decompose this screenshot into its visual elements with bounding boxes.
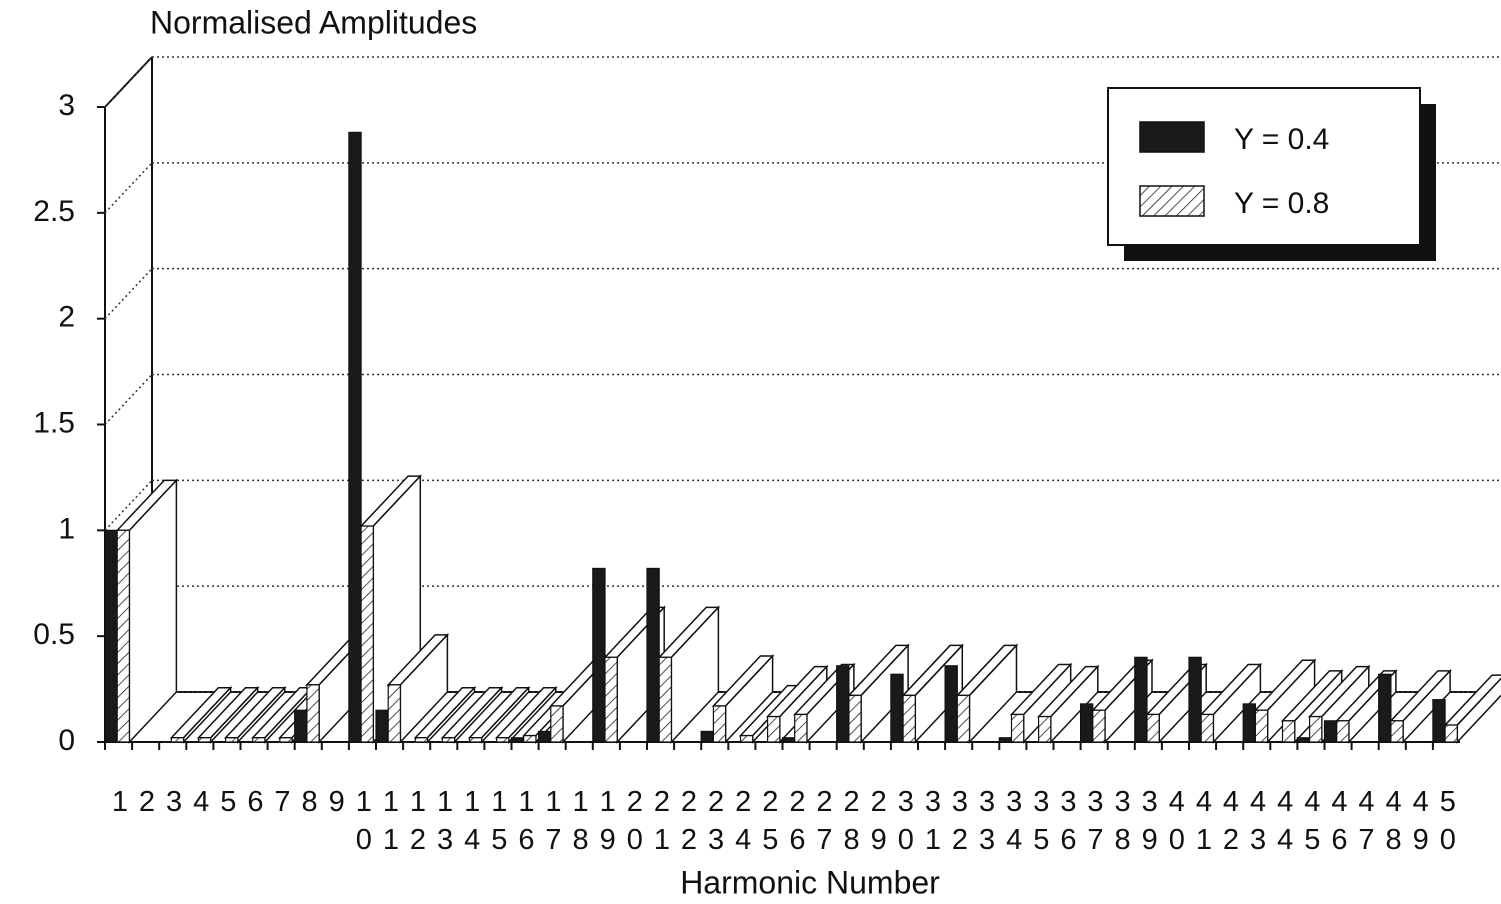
legend-label: Y = 0.8 [1234, 187, 1329, 220]
bar [783, 738, 795, 742]
bar [198, 738, 210, 742]
bar [647, 568, 659, 742]
bar [795, 714, 807, 742]
legend-swatch [1140, 186, 1204, 216]
chart: Normalised Amplitudes Harmonic Number 0 0… [0, 0, 1501, 904]
y-tick-label: 2 [58, 301, 75, 334]
bar [539, 731, 551, 742]
y-tick-label: 0.5 [33, 618, 75, 651]
bar-depth-layer [117, 476, 1501, 742]
bar [376, 710, 388, 742]
bar [1337, 721, 1349, 742]
y-tick-label: 1 [58, 512, 75, 545]
bar [740, 736, 752, 742]
bar [659, 657, 671, 742]
bar [442, 738, 454, 742]
bar [849, 695, 861, 742]
bar [1243, 704, 1255, 742]
bar [593, 568, 605, 742]
bar [1379, 674, 1391, 742]
grid-line [105, 375, 152, 425]
bar [105, 530, 117, 742]
bar [768, 717, 780, 742]
bar [171, 738, 183, 742]
bar [945, 666, 957, 742]
bar [1135, 657, 1147, 742]
bar [524, 736, 536, 742]
bar [415, 738, 427, 742]
bar [551, 706, 563, 742]
bar [891, 674, 903, 742]
legend-box [1108, 88, 1420, 245]
bar [1011, 714, 1023, 742]
bar [1282, 721, 1294, 742]
y-tick-label: 0 [58, 724, 75, 757]
bar [497, 738, 509, 742]
bar [1093, 710, 1105, 742]
bar [512, 738, 524, 742]
bar [701, 731, 713, 742]
bar [349, 132, 361, 742]
bar [903, 695, 915, 742]
bar [837, 666, 849, 742]
bar [713, 706, 725, 742]
legend: Y = 0.4 Y = 0.8 [1108, 88, 1436, 261]
bar [1391, 721, 1403, 742]
bar [280, 738, 292, 742]
bar [1147, 714, 1159, 742]
bar [1039, 717, 1051, 742]
y-tick-label: 1.5 [33, 406, 75, 439]
bar [1310, 717, 1322, 742]
bar [226, 738, 238, 742]
bar [1445, 725, 1457, 742]
bar [1433, 700, 1445, 742]
bar [361, 526, 373, 742]
bar [1255, 710, 1267, 742]
bar [1201, 714, 1213, 742]
bar [1081, 704, 1093, 742]
bar [999, 738, 1011, 742]
bar [388, 685, 400, 742]
y-tick-label: 3 [58, 89, 75, 122]
y-tick-label: 2.5 [33, 195, 75, 228]
bar [1189, 657, 1201, 742]
bar [117, 530, 129, 742]
bar [957, 695, 969, 742]
grid-line [105, 163, 152, 213]
bar [253, 738, 265, 742]
grid-line [105, 269, 152, 319]
chart-title: Normalised Amplitudes [150, 4, 477, 40]
x-axis-title: Harmonic Number [680, 864, 940, 900]
bar [295, 710, 307, 742]
bar [605, 657, 617, 742]
bar [469, 738, 481, 742]
legend-swatch [1140, 122, 1204, 152]
bar [307, 685, 319, 742]
legend-label: Y = 0.4 [1234, 123, 1329, 156]
x-tick-label: 50 [1432, 786, 1464, 862]
bar [1325, 721, 1337, 742]
bar [1297, 738, 1309, 742]
